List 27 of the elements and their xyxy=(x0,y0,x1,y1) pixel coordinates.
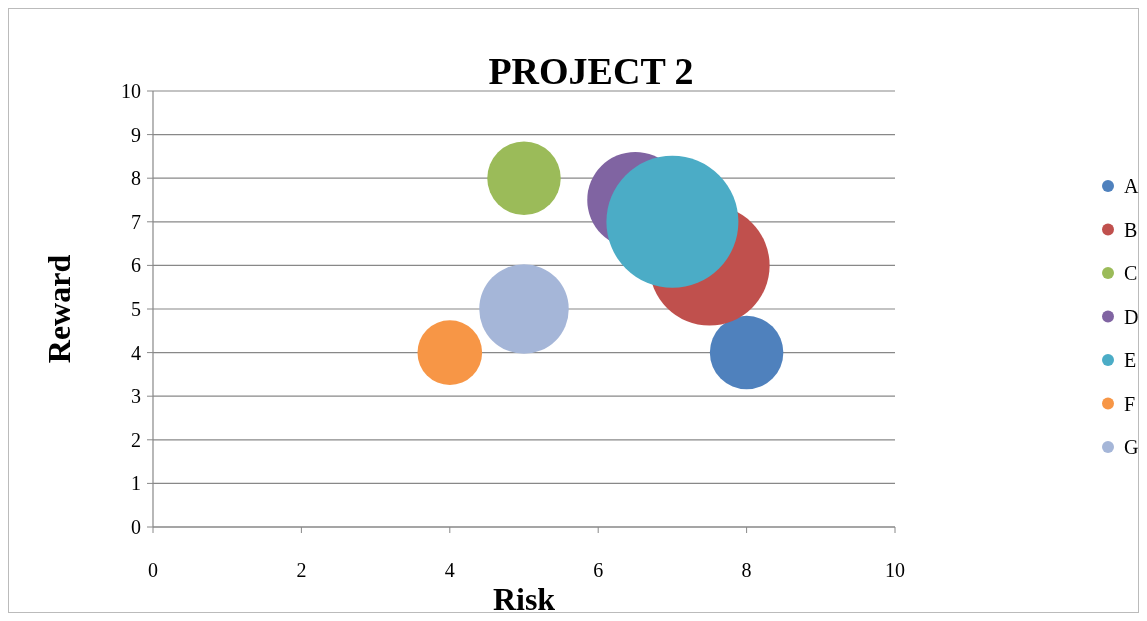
y-tick-label: 7 xyxy=(131,210,141,233)
legend-label: B xyxy=(1124,218,1138,241)
y-tick-label: 5 xyxy=(131,298,141,320)
legend-label: D xyxy=(1124,305,1139,328)
legend-label: E xyxy=(1124,349,1137,371)
y-axis-title: Reward xyxy=(41,254,77,364)
legend-label: A xyxy=(1124,175,1139,197)
y-tick-label: 10 xyxy=(121,80,141,102)
legend-label: F xyxy=(1124,392,1136,415)
legend-label: G xyxy=(1124,436,1139,458)
y-tick-label: 9 xyxy=(131,123,141,146)
x-tick-label: 4 xyxy=(444,559,455,581)
y-tick-label: 1 xyxy=(131,472,141,495)
x-tick-label: 6 xyxy=(593,559,604,581)
y-tick-label: 2 xyxy=(131,428,141,451)
x-tick-label: 10 xyxy=(885,559,905,581)
y-tick-label: 6 xyxy=(131,254,141,277)
y-tick-label: 4 xyxy=(131,341,141,364)
legend-label: C xyxy=(1124,262,1138,284)
y-tick-label: 0 xyxy=(131,516,141,538)
x-tick-label: 2 xyxy=(296,559,307,581)
y-tick-label: 3 xyxy=(131,385,141,408)
chart-title: PROJECT 2 xyxy=(488,50,694,92)
x-tick-label: 0 xyxy=(148,559,158,581)
x-axis-title: Risk xyxy=(492,581,556,617)
y-tick-label: 8 xyxy=(131,167,141,190)
x-tick-label: 8 xyxy=(741,559,752,581)
